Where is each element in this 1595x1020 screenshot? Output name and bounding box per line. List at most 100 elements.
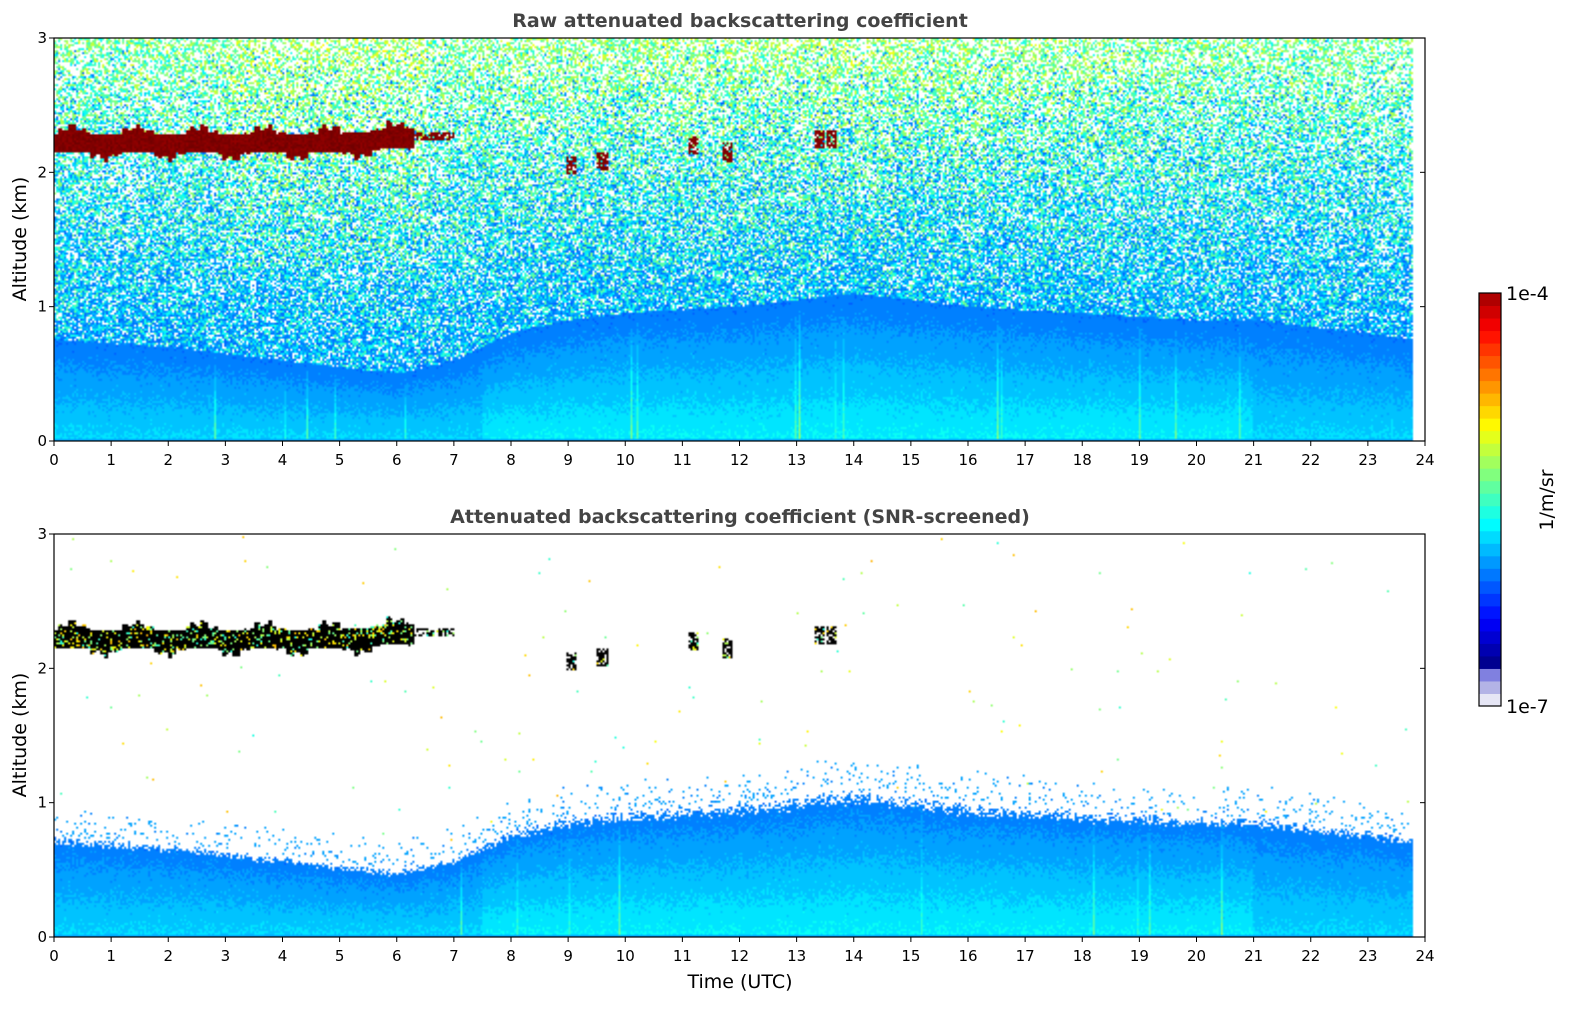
colorbar-step <box>1479 555 1501 569</box>
colorbar-step <box>1479 368 1501 382</box>
y-tick-label: 0 <box>37 432 47 450</box>
x-tick-label: 0 <box>49 947 59 965</box>
colorbar-step <box>1479 293 1501 307</box>
y-tick-label: 1 <box>37 298 47 316</box>
x-tick-label: 11 <box>673 451 692 469</box>
colorbar: 1e-4 1e-7 1/m/sr <box>1478 283 1558 718</box>
x-tick-label: 12 <box>730 451 749 469</box>
x-tick-label: 2 <box>163 451 173 469</box>
x-tick-label: 19 <box>1130 947 1149 965</box>
colorbar-step <box>1479 343 1501 357</box>
chart-title-screened: Attenuated backscattering coefficient (S… <box>450 506 1030 528</box>
colorbar-step <box>1479 668 1501 682</box>
x-tick-label: 23 <box>1358 451 1377 469</box>
y-tick-label: 1 <box>37 794 47 812</box>
colorbar-step <box>1479 618 1501 632</box>
colorbar-step <box>1479 693 1501 707</box>
colorbar-step <box>1479 355 1501 369</box>
x-tick-label: 17 <box>1016 947 1035 965</box>
colorbar-step <box>1479 630 1501 644</box>
colorbar-unit-label: 1/m/sr <box>1536 469 1558 530</box>
colorbar-step <box>1479 580 1501 594</box>
x-tick-label: 20 <box>1187 451 1206 469</box>
x-tick-label: 0 <box>49 451 59 469</box>
x-tick-label: 15 <box>901 451 920 469</box>
x-ticks-screened: 0 1 2 3 4 5 6 7 8 9 10 11 12 13 14 15 16 17 18 19 20 21 22 23 24 <box>49 937 1435 965</box>
colorbar-step <box>1479 418 1501 432</box>
x-tick-label: 1 <box>106 947 116 965</box>
colorbar-frame <box>1478 292 1502 707</box>
chart-title-raw: Raw attenuated backscattering coefficien… <box>512 10 968 32</box>
colorbar-step <box>1479 468 1501 482</box>
x-tick-label: 14 <box>844 451 863 469</box>
x-tick-label: 19 <box>1130 451 1149 469</box>
x-ticks-raw: 0 1 2 3 4 5 6 7 8 9 10 11 12 13 14 15 16 17 18 19 20 21 22 23 24 <box>49 441 1435 469</box>
x-tick-label: 5 <box>335 451 345 469</box>
x-tick-label: 11 <box>673 947 692 965</box>
y-ticks-raw: 0 1 2 3 <box>37 29 1425 450</box>
x-tick-label: 10 <box>616 947 635 965</box>
colorbar-step <box>1479 330 1501 344</box>
x-tick-label: 7 <box>449 451 459 469</box>
x-tick-label: 18 <box>1073 451 1092 469</box>
x-tick-label: 24 <box>1415 947 1434 965</box>
colorbar-step <box>1479 593 1501 607</box>
heatmap-raw <box>54 38 1425 441</box>
colorbar-step <box>1479 543 1501 557</box>
x-tick-label: 8 <box>506 451 516 469</box>
x-tick-label: 22 <box>1301 947 1320 965</box>
colorbar-step <box>1479 505 1501 519</box>
x-tick-label: 14 <box>844 947 863 965</box>
x-tick-label: 4 <box>278 947 288 965</box>
x-tick-label: 7 <box>449 947 459 965</box>
x-tick-label: 3 <box>221 947 231 965</box>
x-tick-label: 9 <box>563 451 573 469</box>
heatmap-screened <box>54 534 1425 937</box>
x-tick-label: 21 <box>1244 947 1263 965</box>
x-tick-label: 5 <box>335 947 345 965</box>
colorbar-step <box>1479 305 1501 319</box>
x-tick-label: 12 <box>730 947 749 965</box>
x-tick-label: 2 <box>163 947 173 965</box>
x-axis-label: Time (UTC) <box>686 971 792 993</box>
colorbar-step <box>1479 405 1501 419</box>
colorbar-step <box>1479 643 1501 657</box>
colorbar-min-label: 1e-7 <box>1506 696 1549 718</box>
x-tick-label: 6 <box>392 451 402 469</box>
colorbar-step <box>1479 393 1501 407</box>
x-tick-label: 3 <box>221 451 231 469</box>
y-tick-label: 3 <box>37 29 47 47</box>
x-tick-label: 22 <box>1301 451 1320 469</box>
x-tick-label: 4 <box>278 451 288 469</box>
colorbar-step <box>1479 443 1501 457</box>
x-tick-label: 8 <box>506 947 516 965</box>
y-axis-label-raw: Altitude (km) <box>9 177 31 302</box>
y-tick-label: 2 <box>37 163 47 181</box>
colorbar-step <box>1479 380 1501 394</box>
y-tick-label: 2 <box>37 659 47 677</box>
x-tick-label: 24 <box>1415 451 1434 469</box>
colorbar-max-label: 1e-4 <box>1506 283 1549 305</box>
y-tick-label: 0 <box>37 928 47 946</box>
panel-raw: Raw attenuated backscattering coefficien… <box>9 10 1435 469</box>
colorbar-step <box>1479 680 1501 694</box>
colorbar-step <box>1479 655 1501 669</box>
y-ticks-screened: 0 1 2 3 <box>37 525 1425 946</box>
colorbar-step <box>1479 605 1501 619</box>
x-tick-label: 1 <box>106 451 116 469</box>
x-tick-label: 23 <box>1358 947 1377 965</box>
x-tick-label: 10 <box>616 451 635 469</box>
colorbar-step <box>1479 430 1501 444</box>
y-tick-label: 3 <box>37 525 47 543</box>
colorbar-step <box>1479 530 1501 544</box>
colorbar-steps <box>1479 293 1501 707</box>
panel-screened: Attenuated backscattering coefficient (S… <box>9 506 1435 993</box>
y-axis-label-screened: Altitude (km) <box>9 673 31 798</box>
x-tick-label: 15 <box>901 947 920 965</box>
colorbar-step <box>1479 568 1501 582</box>
colorbar-step <box>1479 518 1501 532</box>
x-tick-label: 21 <box>1244 451 1263 469</box>
x-tick-label: 13 <box>787 451 806 469</box>
